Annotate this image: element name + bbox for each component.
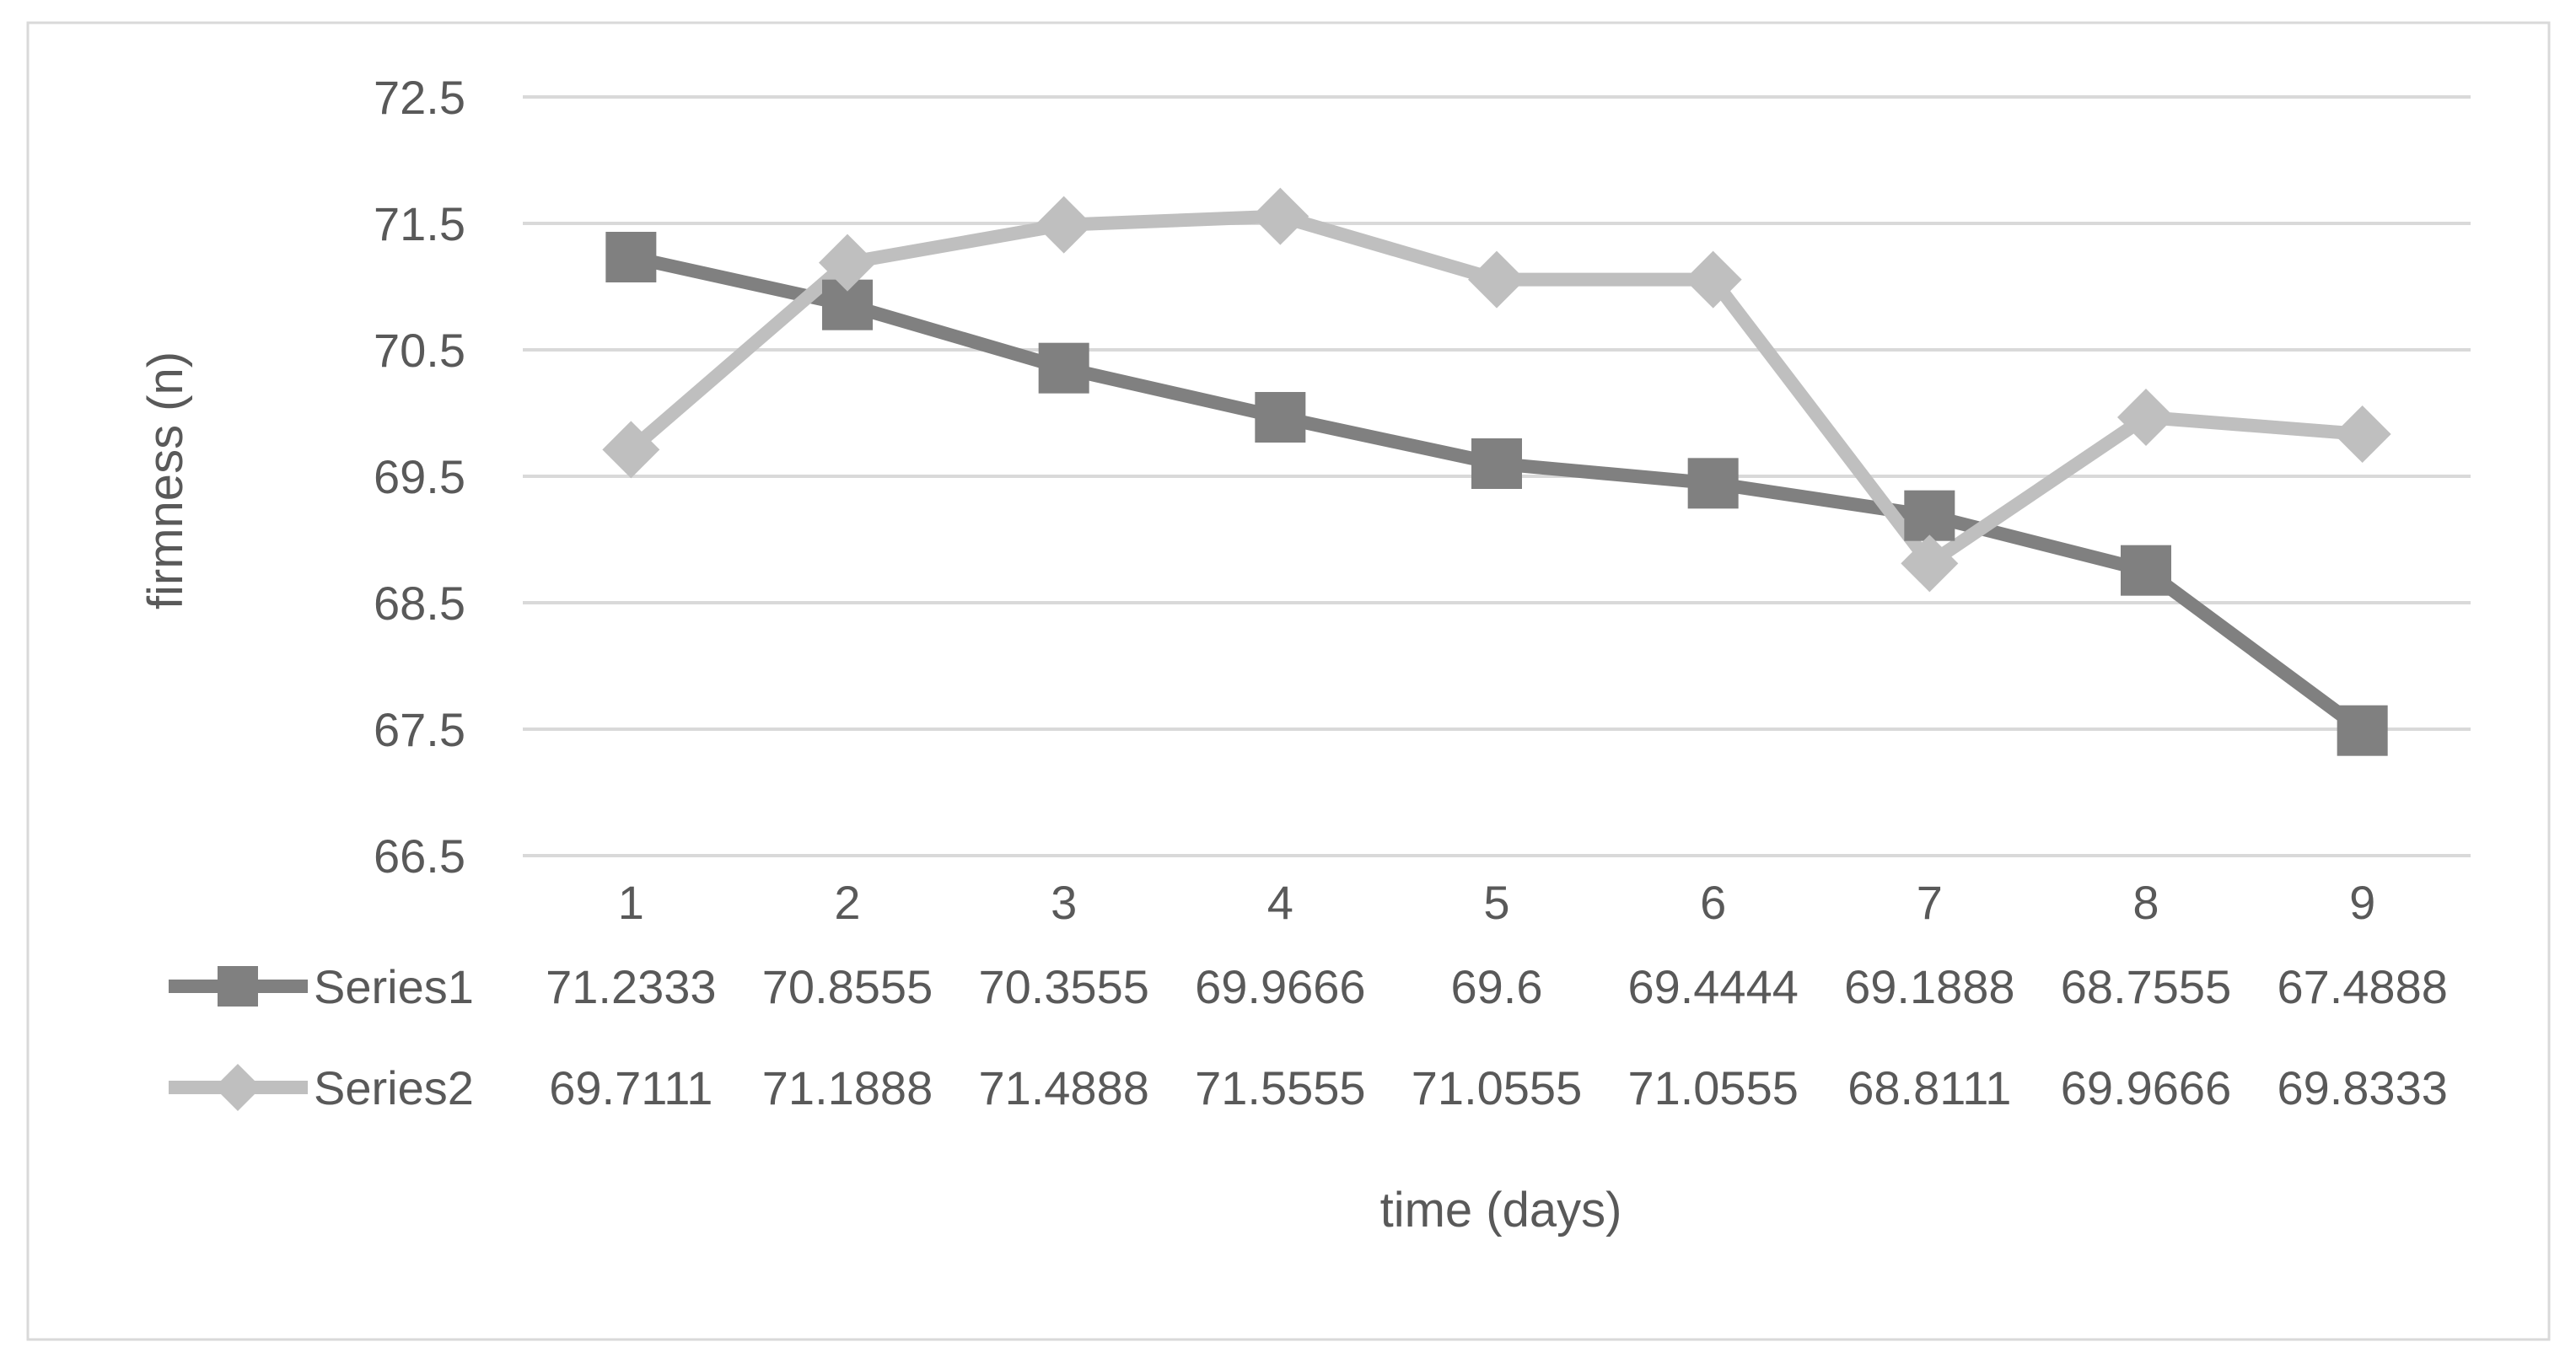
x-tick-label: 3	[1051, 876, 1077, 929]
data-point-series1	[2121, 545, 2171, 596]
x-axis-title: time (days)	[1380, 1183, 1622, 1237]
y-axis-title: firmness (n)	[138, 352, 193, 609]
series-markers	[602, 187, 2391, 756]
legend-label: Series1	[314, 960, 474, 1013]
x-tick-label: 5	[1483, 876, 1509, 929]
data-point-series2	[1035, 196, 1093, 254]
data-table-cell: 68.7555	[2061, 960, 2231, 1013]
data-point-series2	[819, 234, 876, 292]
data-point-series1	[1687, 458, 1739, 509]
x-tick-label: 2	[834, 876, 860, 929]
data-point-series1	[605, 232, 657, 283]
x-axis-ticks: 1 2 3 4 5 6 7 8 9	[618, 876, 2375, 929]
gridlines	[523, 95, 2471, 857]
data-point-series2	[2333, 405, 2391, 464]
y-tick-label: 69.5	[374, 450, 465, 503]
data-table: Series1 71.2333 70.8555 70.3555 69.9666 69.6 6…	[169, 960, 2448, 1114]
chart-border	[26, 21, 2551, 1341]
data-table-cell: 67.4888	[2277, 960, 2447, 1013]
x-tick-label: 9	[2349, 876, 2375, 929]
y-tick-label: 71.5	[374, 197, 465, 250]
y-tick-label: 72.5	[374, 71, 465, 124]
data-point-series1	[1038, 342, 1089, 394]
legend-marker-diamond	[214, 1064, 261, 1111]
data-point-series2	[1468, 250, 1525, 309]
data-table-cell: 69.7111	[549, 1061, 713, 1114]
x-tick-label: 7	[1917, 876, 1943, 929]
x-tick-label: 1	[618, 876, 644, 929]
data-point-series1	[1255, 392, 1306, 443]
legend-label: Series2	[314, 1061, 474, 1114]
data-table-cell: 69.8333	[2277, 1061, 2447, 1114]
data-table-cell: 70.8555	[762, 960, 933, 1013]
data-table-cell: 68.8111	[1847, 1061, 2011, 1114]
data-point-series2	[1901, 534, 1959, 593]
data-point-series2	[2117, 389, 2175, 447]
x-tick-label: 6	[1700, 876, 1726, 929]
data-table-cell: 71.1888	[762, 1061, 933, 1114]
y-tick-label: 68.5	[374, 577, 465, 630]
data-point-series1	[2337, 705, 2388, 756]
data-table-cell: 69.4444	[1627, 960, 1798, 1013]
data-table-cell: 71.0555	[1412, 1061, 1582, 1114]
data-table-cell: 69.9666	[1195, 960, 1365, 1013]
data-point-series1	[1471, 438, 1522, 489]
data-point-series2	[1251, 187, 1310, 245]
data-point-series1	[1904, 490, 1955, 541]
x-tick-label: 8	[2132, 876, 2159, 929]
legend-marker-square	[218, 966, 258, 1007]
y-tick-label: 67.5	[374, 703, 465, 756]
data-table-cell: 71.2333	[546, 960, 716, 1013]
data-table-cell: 69.9666	[2061, 1061, 2231, 1114]
data-table-cell: 69.1888	[1844, 960, 2014, 1013]
data-table-cell: 71.4888	[978, 1061, 1148, 1114]
data-table-cell: 69.6	[1451, 960, 1543, 1013]
x-tick-label: 4	[1267, 876, 1293, 929]
data-table-cell: 70.3555	[978, 960, 1148, 1013]
data-table-cell: 71.5555	[1195, 1061, 1365, 1114]
data-point-series2	[602, 421, 660, 479]
data-table-cell: 71.0555	[1627, 1061, 1798, 1114]
y-tick-label: 70.5	[374, 324, 465, 377]
data-point-series2	[1684, 250, 1742, 309]
y-tick-label: 66.5	[374, 829, 465, 883]
y-axis-ticks: 66.5 67.5 68.5 69.5 70.5 71.5 72.5	[374, 71, 465, 883]
